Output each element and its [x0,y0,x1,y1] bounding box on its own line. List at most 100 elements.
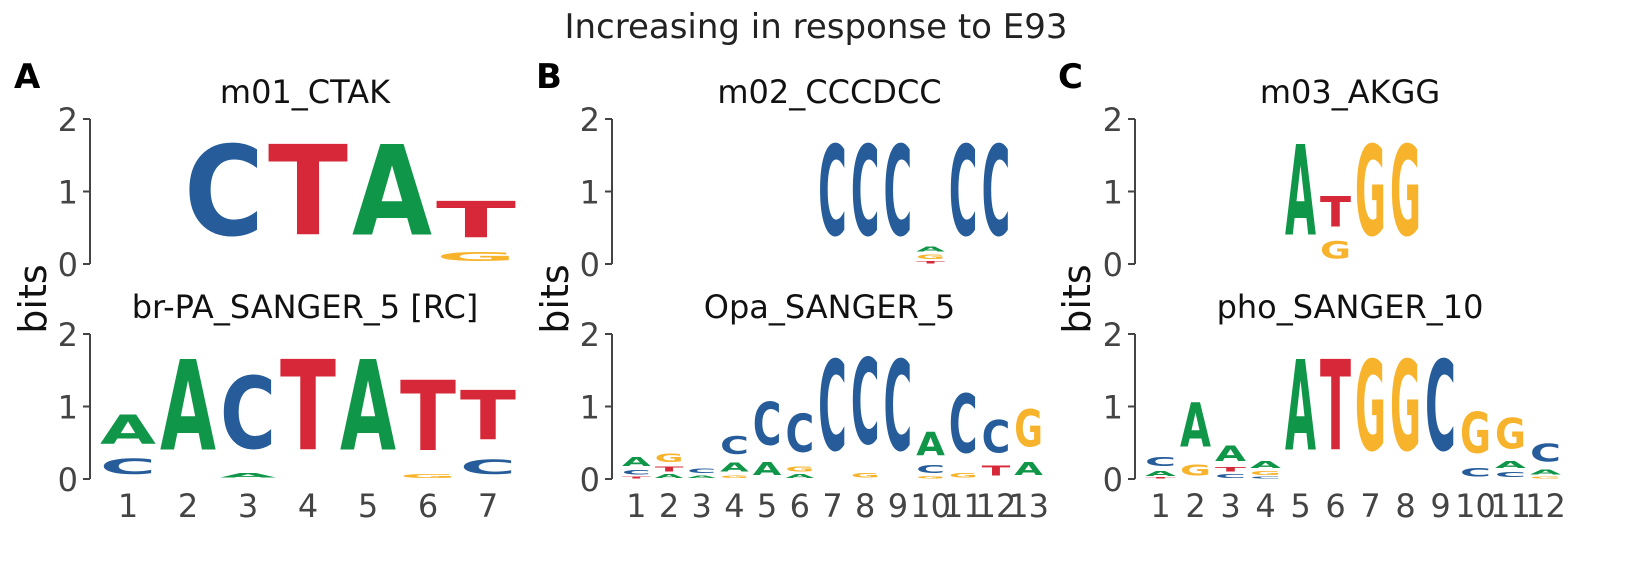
logo-position: AC [687,467,717,479]
logo-letter-C: C [949,120,978,264]
logo-letter-G: G [1320,237,1351,264]
logo-letter-G: G [655,452,684,465]
x-tick-label: 4 [724,487,744,525]
y-tick-label: 2 [580,316,600,354]
y-tick-label: 2 [58,316,78,354]
x-tick-label: 3 [1220,487,1240,525]
logo-letter-G: G [916,253,945,260]
logo-letter-A: A [352,119,432,263]
logo-letter-A: A [753,459,782,479]
logo-letter-A: A [1180,391,1211,462]
logo-letter-G: G [1495,411,1526,459]
x-tick-label: 7 [478,487,498,525]
logo-letter-A: A [916,245,945,254]
logo-letter-C: C [720,431,749,460]
logo-letter-T: T [280,334,336,479]
logo-letter-C: C [1495,471,1526,480]
logo-letter-G: G [1355,119,1386,264]
logo-position: C [184,120,264,264]
logo-position: C [818,335,847,479]
logo-letter-A: A [160,334,216,478]
logo-position: A [340,334,396,478]
logo-position: C [851,120,880,264]
figure-title: Increasing in response to E93 [564,7,1067,47]
x-tick-label: 7 [822,487,842,525]
x-tick-label: 3 [692,487,712,525]
logo-position: A [160,334,216,478]
logo-letter-C: C [687,467,716,474]
logo-position: T [268,120,348,264]
logo-title: m03_AKGG [1260,73,1440,111]
logo-position: AC [220,356,276,479]
logo-position: C [884,120,913,264]
logo-letter-A: A [1250,459,1282,471]
x-tick-label: 5 [1290,487,1310,525]
x-tick-label: 9 [888,487,908,525]
logo-letter-C: C [100,454,156,479]
logo-position: CTA [1215,441,1246,479]
logo-letter-A: A [1285,335,1316,479]
logo-letter-A: A [340,334,396,478]
logo-letter-T: T [982,464,1012,480]
logo-position: G [1355,334,1386,479]
logo-letter-G: G [1530,476,1561,479]
logo-position: A [1285,335,1316,479]
logo-letter-A: A [655,473,684,479]
x-tick-label: 1 [118,487,138,525]
logo-letter-G: G [851,472,880,479]
logo-letter-C: C [785,403,814,464]
logo-letter-T: T [460,376,517,456]
x-tick-label: 5 [757,487,777,525]
logo-position: C [949,120,978,264]
y-tick-label: 1 [1103,174,1123,212]
logo-position: CT [460,376,517,479]
logo-letter-G: G [1014,401,1043,459]
logo-letter-A: A [1145,469,1177,478]
logo-title: Opa_SANGER_5 [704,288,955,326]
y-tick-label: 1 [580,389,600,427]
logo-position: AC [753,390,782,479]
logo-letter-A: A [720,460,750,475]
logo-position: ATG [655,452,684,479]
x-tick-label: 6 [418,487,438,525]
panel-label: C [1058,57,1083,97]
logo-letter-C: C [1215,473,1246,479]
logo-letter-C: C [949,377,978,471]
x-tick-label: 1 [626,487,646,525]
logo-letter-T: T [1145,478,1176,479]
logo-letter-G: G [1250,470,1281,476]
x-tick-label: 12 [976,487,1017,525]
logo-letter-G: G [949,472,978,479]
x-tick-label: 4 [1255,487,1275,525]
x-tick-label: 2 [178,487,198,525]
logo-letter-G: G [1390,334,1421,479]
x-tick-label: 12 [1525,487,1566,525]
logo-position: GT [436,192,516,264]
y-axis-label: bits [1055,264,1099,333]
x-tick-label: 4 [298,487,318,525]
logo-position: TCA [622,454,652,479]
y-tick-label: 2 [1103,316,1123,354]
x-tick-label: 2 [659,487,679,525]
logo-position: TAC [1145,455,1177,479]
x-tick-label: 6 [1325,487,1345,525]
x-tick-label: 13 [1008,487,1049,525]
logo-position: GT [1320,188,1351,264]
logo-letter-A: A [1285,120,1316,264]
logo-position: T [1320,335,1351,480]
x-tick-label: 2 [1185,487,1205,525]
logo-position: AGC [785,403,814,479]
logo-letter-T: T [1215,466,1246,473]
logo-letter-C: C [1250,476,1281,479]
logo-letter-A: A [687,475,717,479]
logo-letter-C: C [220,356,276,471]
panel-label: A [14,57,41,97]
logo-letter-G: G [400,473,456,479]
logo-letter-A: A [1014,459,1043,479]
x-tick-label: 5 [358,487,378,525]
logo-letter-G: G [916,475,945,479]
